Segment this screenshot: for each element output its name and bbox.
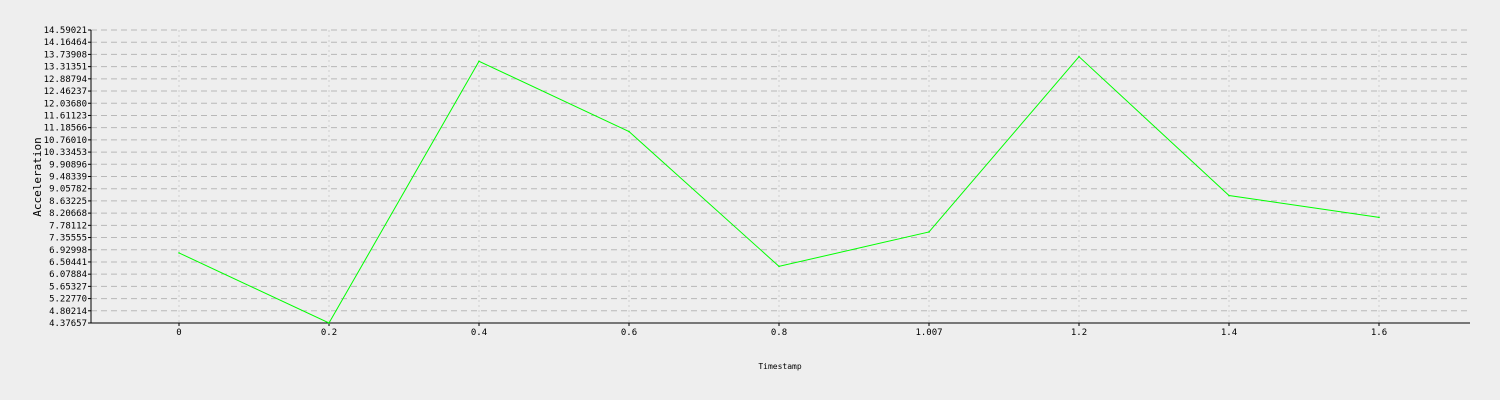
y-tick-label: 5.22770: [49, 295, 87, 305]
grid-lines: [91, 30, 1470, 323]
x-axis-title: Timestamp: [758, 362, 802, 371]
data-point: [628, 131, 630, 133]
y-axis-title: Acceleration: [31, 137, 44, 216]
y-tick-label: 8.63225: [49, 197, 87, 207]
data-point: [178, 252, 180, 254]
y-tick-label: 11.18566: [44, 124, 87, 134]
y-tick-label: 12.88794: [44, 75, 87, 85]
x-tick-label: 1.6: [1371, 328, 1387, 338]
x-tick-label: 0.6: [621, 328, 637, 338]
y-tick-label: 7.35555: [49, 234, 87, 244]
data-point: [1228, 195, 1230, 197]
data-point: [928, 231, 930, 233]
y-tick-label: 12.46237: [44, 87, 87, 97]
x-tick-label: 0.8: [771, 328, 787, 338]
y-tick-label: 11.61123: [44, 111, 87, 121]
y-tick-label: 12.03680: [44, 99, 87, 109]
y-tick-label: 14.16464: [44, 38, 87, 48]
x-ticks: 0 0.2 0.4 0.6 0.8 1.007 1.2 1.4 1.6: [176, 323, 1387, 338]
y-tick-label: 9.48339: [49, 173, 87, 183]
data-point: [1378, 217, 1380, 219]
y-tick-label: 6.92998: [49, 246, 87, 256]
y-tick-label: 6.50441: [49, 258, 87, 268]
data-point: [1078, 56, 1080, 58]
y-tick-label: 10.33453: [44, 148, 87, 158]
x-tick-label: 1.2: [1071, 328, 1087, 338]
y-tick-label: 14.59021: [44, 26, 87, 36]
x-tick-label: 0.2: [321, 328, 337, 338]
y-tick-label: 4.80214: [49, 307, 87, 317]
y-tick-label: 13.73908: [44, 50, 87, 60]
y-tick-label: 9.90896: [49, 160, 87, 170]
y-tick-label: 9.05782: [49, 185, 87, 195]
data-point: [778, 266, 780, 268]
y-tick-label: 7.78112: [49, 221, 87, 231]
x-tick-label: 1.007: [915, 328, 942, 338]
x-tick-label: 0.4: [471, 328, 487, 338]
y-tick-label: 10.76010: [44, 136, 87, 146]
y-tick-label: 5.65327: [49, 282, 87, 292]
y-tick-label: 13.31351: [44, 63, 87, 73]
x-tick-label: 0: [176, 328, 181, 338]
data-point: [478, 60, 480, 62]
data-point: [328, 322, 330, 324]
x-tick-label: 1.4: [1221, 328, 1237, 338]
y-tick-label: 6.07884: [49, 270, 87, 280]
y-tick-label: 4.37657: [49, 319, 87, 329]
y-tick-label: 8.20668: [49, 209, 87, 219]
y-ticks: 4.37657 4.80214 5.22770 5.65327 6.07884 6.504…: [44, 26, 91, 329]
